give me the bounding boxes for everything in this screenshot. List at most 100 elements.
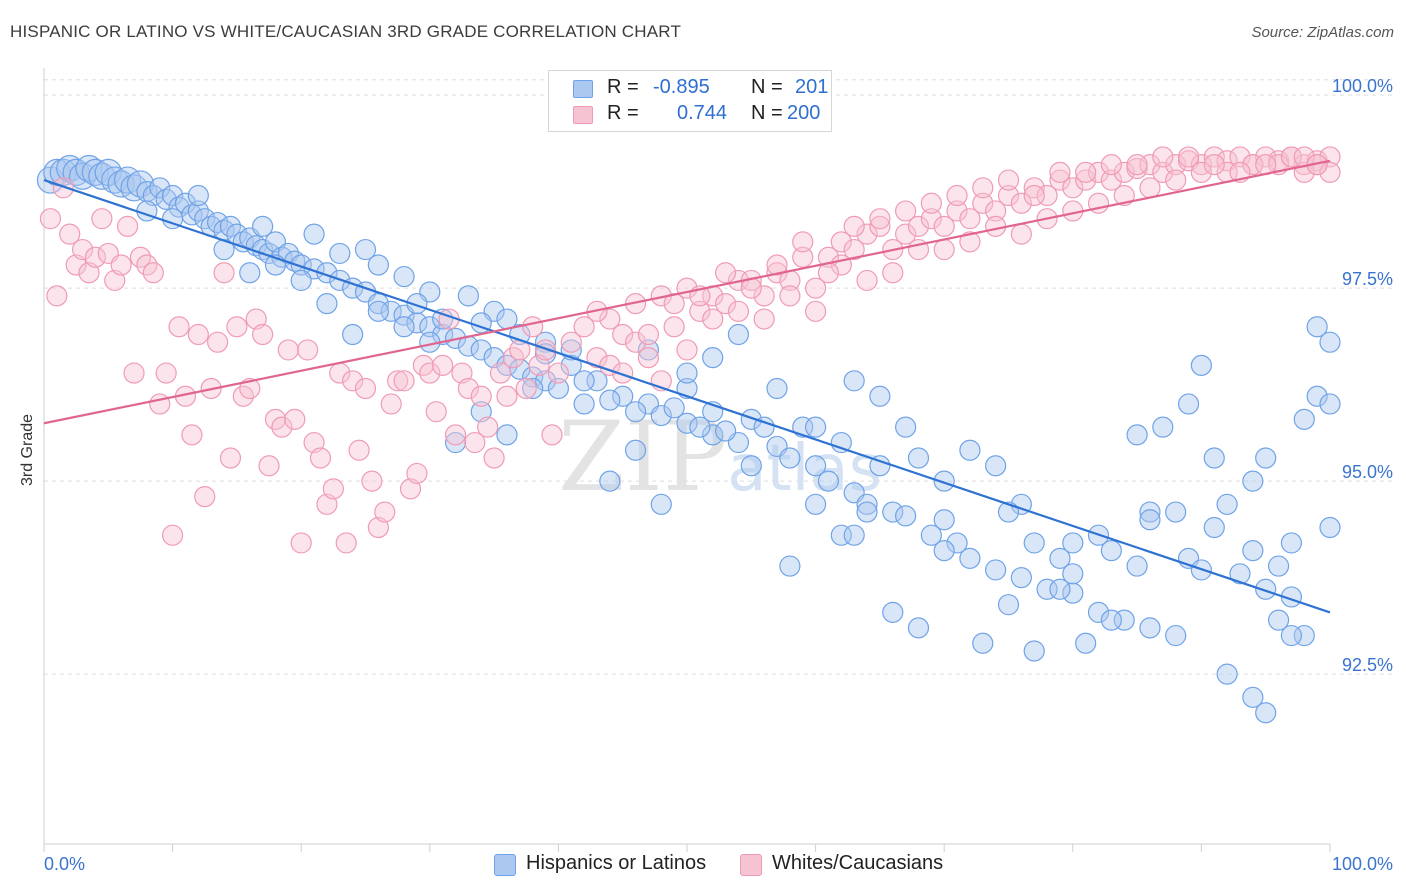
- data-point: [155, 362, 177, 384]
- data-point: [753, 285, 775, 307]
- data-point: [393, 316, 415, 338]
- data-point: [1049, 547, 1071, 569]
- data-point: [239, 262, 261, 284]
- series-legend: Hispanics or Latinos Whites/Caucasians: [0, 852, 1406, 878]
- data-point: [1139, 509, 1161, 531]
- data-point: [1062, 582, 1084, 604]
- data-point: [599, 354, 621, 376]
- data-point: [676, 412, 698, 434]
- data-point: [380, 393, 402, 415]
- data-point: [959, 547, 981, 569]
- data-point: [689, 416, 711, 438]
- data-point: [1062, 177, 1084, 199]
- data-point: [869, 208, 891, 230]
- data-point: [457, 285, 479, 307]
- data-point: [316, 293, 338, 315]
- data-point: [444, 424, 467, 446]
- data-point: [933, 470, 955, 492]
- x-tick-label: 0.0%: [44, 854, 85, 874]
- data-point: [856, 501, 878, 523]
- data-point: [1087, 601, 1110, 624]
- data-point: [1242, 154, 1264, 176]
- data-point: [1100, 169, 1122, 191]
- data-point: [573, 316, 595, 338]
- data-point: [387, 370, 409, 392]
- data-point: [663, 316, 685, 338]
- data-point: [470, 385, 492, 407]
- data-point: [547, 377, 570, 400]
- data-point: [637, 339, 660, 361]
- data-point: [1177, 393, 1200, 415]
- data-point: [1100, 540, 1122, 562]
- data-point: [335, 532, 357, 554]
- data-point: [354, 238, 377, 261]
- data-point: [142, 262, 164, 284]
- data-point: [1100, 154, 1122, 176]
- data-point: [573, 393, 595, 415]
- data-point: [496, 424, 518, 446]
- data-point: [920, 192, 942, 214]
- data-point: [1242, 686, 1264, 708]
- data-point: [457, 377, 479, 400]
- data-point: [843, 215, 865, 237]
- data-point: [1165, 169, 1187, 191]
- series-swatch-hispanics: [494, 854, 516, 876]
- data-point: [367, 300, 389, 322]
- data-point: [1075, 632, 1097, 654]
- data-point: [380, 300, 402, 322]
- data-point: [843, 524, 865, 546]
- y-tick-label: 95.0%: [1342, 462, 1393, 482]
- data-point: [1049, 169, 1071, 191]
- data-point: [560, 331, 582, 353]
- data-point: [1216, 663, 1238, 685]
- data-point: [869, 215, 891, 237]
- data-point: [1293, 624, 1315, 647]
- y-tick-label: 92.5%: [1342, 655, 1393, 675]
- data-point: [1280, 532, 1303, 554]
- data-point: [1126, 424, 1148, 446]
- data-point: [920, 524, 942, 546]
- data-point: [1306, 316, 1328, 338]
- data-point: [207, 331, 229, 353]
- data-point: [869, 385, 891, 407]
- data-point: [252, 215, 274, 237]
- data-point: [933, 238, 955, 261]
- data-point: [882, 601, 904, 624]
- legend-n-value: 200: [787, 102, 821, 124]
- data-point: [933, 215, 955, 237]
- data-point: [1280, 146, 1303, 168]
- data-point: [1255, 702, 1277, 724]
- data-point: [149, 393, 171, 415]
- data-point: [779, 555, 801, 577]
- data-point: [432, 308, 454, 330]
- data-point: [116, 215, 139, 237]
- data-point: [162, 208, 184, 230]
- data-point: [1010, 223, 1032, 245]
- data-point: [483, 447, 505, 469]
- data-point: [149, 177, 171, 199]
- data-point: [348, 439, 370, 461]
- data-point: [804, 493, 827, 515]
- data-point: [181, 424, 203, 446]
- data-point: [309, 447, 332, 469]
- data-point: [464, 431, 486, 454]
- data-point: [534, 339, 557, 361]
- data-point: [1319, 331, 1341, 353]
- data-point: [1087, 161, 1110, 183]
- data-point: [1126, 154, 1148, 176]
- data-point: [804, 277, 827, 299]
- data-point: [1190, 354, 1213, 376]
- series-swatch-whites: [740, 854, 762, 876]
- data-point: [1139, 501, 1161, 523]
- trend-line-hispanics: [43, 179, 1331, 614]
- data-point: [959, 231, 981, 253]
- trend-line-whites: [43, 159, 1331, 425]
- data-point: [1255, 146, 1277, 168]
- data-point: [1190, 161, 1213, 183]
- data-point: [972, 192, 994, 214]
- data-point: [290, 254, 312, 276]
- data-point: [612, 323, 634, 346]
- y-tick-label: 97.5%: [1342, 269, 1393, 289]
- data-point: [284, 408, 306, 430]
- data-point: [239, 377, 261, 400]
